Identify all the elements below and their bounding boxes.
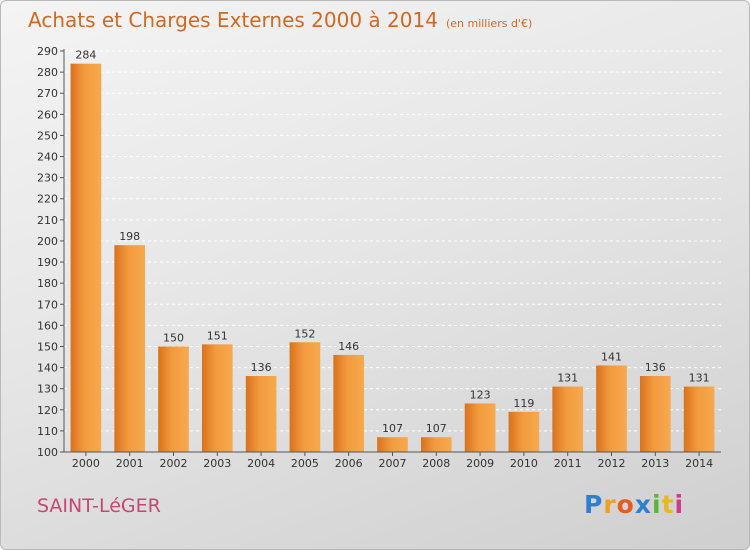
x-tick-label: 2013 xyxy=(641,457,669,470)
y-tick-label: 100 xyxy=(37,446,58,459)
y-tick-label: 210 xyxy=(37,214,58,227)
bar xyxy=(639,376,671,452)
data-label: 131 xyxy=(689,372,710,385)
chart-title-block: Achats et Charges Externes 2000 à 2014 (e… xyxy=(28,8,532,32)
bar xyxy=(70,63,102,453)
data-label: 151 xyxy=(207,329,228,342)
data-label: 141 xyxy=(601,350,622,363)
chart-unit: (en milliers d'€) xyxy=(445,17,533,30)
bar xyxy=(201,344,233,452)
bar xyxy=(596,365,627,452)
bar xyxy=(158,346,189,452)
data-labels: 284 198 150 151 136 152 146 107 107 123 119 131 141 1… xyxy=(75,49,709,436)
logo-letter: x xyxy=(634,490,652,519)
chart-title: Achats et Charges Externes 2000 à 2014 xyxy=(28,8,438,32)
bar xyxy=(464,403,496,452)
data-label: 123 xyxy=(470,388,491,401)
x-tick-label: 2002 xyxy=(160,457,188,470)
logo-letter: t xyxy=(661,490,675,519)
data-label: 131 xyxy=(557,372,578,385)
data-label: 107 xyxy=(382,422,403,435)
x-axis: 2000 2001 2002 2003 2004 2005 2006 2007 2008 2009… xyxy=(64,451,721,470)
y-axis: 100 110 120 130 140 150 160 170 180 190 200 210 220 2… xyxy=(37,45,65,459)
data-label: 119 xyxy=(513,397,534,410)
y-tick-label: 170 xyxy=(37,298,58,311)
x-tick-label: 2008 xyxy=(422,457,450,470)
bar xyxy=(114,245,146,452)
bar xyxy=(377,437,408,452)
bar xyxy=(333,354,365,452)
y-tick-label: 260 xyxy=(37,108,58,121)
logo-letter: P xyxy=(584,490,604,519)
data-label: 284 xyxy=(75,49,96,62)
commune-name: SAINT-LéGER xyxy=(37,495,161,517)
x-tick-label: 2003 xyxy=(203,457,231,470)
bar xyxy=(683,386,715,452)
data-label: 146 xyxy=(338,340,359,353)
y-tick-label: 230 xyxy=(37,172,58,185)
x-tick-label: 2011 xyxy=(554,457,582,470)
bar xyxy=(508,411,540,452)
data-label: 152 xyxy=(294,327,315,340)
data-label: 136 xyxy=(645,361,666,374)
data-label: 136 xyxy=(251,361,272,374)
bar xyxy=(245,376,277,452)
x-tick-label: 2007 xyxy=(379,457,407,470)
logo-letter: r xyxy=(603,490,617,519)
x-tick-label: 2012 xyxy=(598,457,626,470)
y-tick-label: 290 xyxy=(37,45,58,58)
y-tick-label: 160 xyxy=(37,319,58,332)
y-tick-label: 130 xyxy=(37,383,58,396)
bar xyxy=(552,386,584,452)
data-label: 198 xyxy=(119,230,140,243)
y-tick-label: 180 xyxy=(37,277,58,290)
y-tick-label: 240 xyxy=(37,151,58,164)
x-tick-label: 2005 xyxy=(291,457,319,470)
y-tick-label: 110 xyxy=(37,425,58,438)
x-tick-label: 2004 xyxy=(247,457,275,470)
bars xyxy=(70,63,715,453)
y-tick-label: 140 xyxy=(37,362,58,375)
y-tick-label: 200 xyxy=(37,235,58,248)
bar xyxy=(289,342,321,452)
logo-letter: o xyxy=(616,490,635,519)
y-tick-label: 270 xyxy=(37,87,58,100)
x-tick-label: 2009 xyxy=(466,457,494,470)
x-tick-label: 2000 xyxy=(72,457,100,470)
x-tick-label: 2010 xyxy=(510,457,538,470)
y-tick-label: 150 xyxy=(37,340,58,353)
x-tick-label: 2006 xyxy=(335,457,363,470)
y-tick-label: 220 xyxy=(37,193,58,206)
logo-letter: i xyxy=(674,490,685,519)
y-tick-label: 120 xyxy=(37,404,58,417)
logo-letter: i xyxy=(652,490,662,519)
proxiti-logo[interactable]: Proxiti xyxy=(584,490,684,519)
y-tick-label: 250 xyxy=(37,129,58,142)
data-label: 107 xyxy=(426,422,447,435)
x-tick-label: 2014 xyxy=(685,457,713,470)
y-tick-label: 190 xyxy=(37,256,58,269)
x-tick-label: 2001 xyxy=(116,457,144,470)
data-label: 150 xyxy=(163,331,184,344)
y-tick-label: 280 xyxy=(37,66,58,79)
bar xyxy=(420,437,452,452)
